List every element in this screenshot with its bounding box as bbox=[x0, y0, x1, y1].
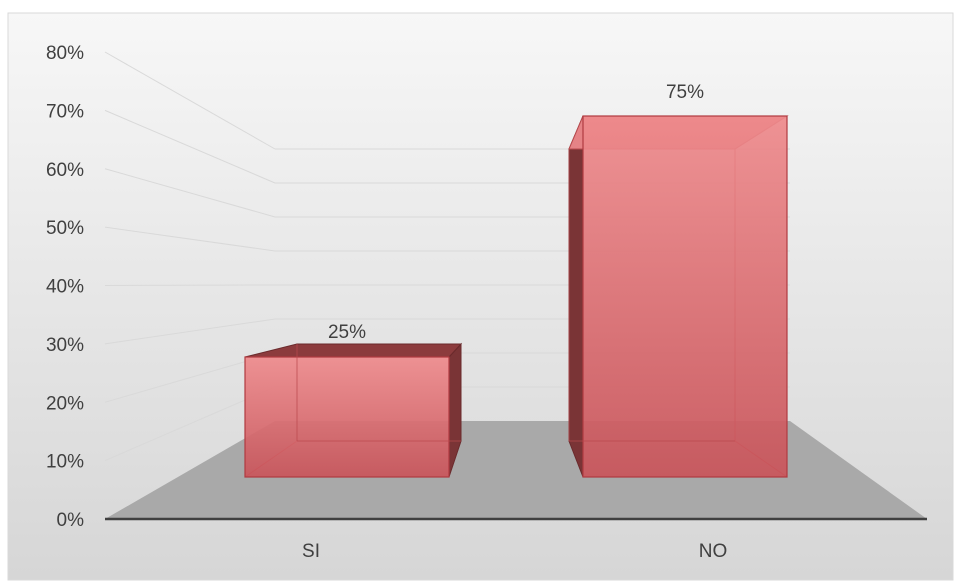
y-tick-label: 50% bbox=[46, 218, 84, 239]
y-tick-label: 0% bbox=[57, 510, 85, 531]
y-tick-label: 80% bbox=[46, 43, 84, 64]
gridline-side bbox=[104, 51, 276, 150]
gridline-side bbox=[104, 109, 276, 184]
y-tick-label: 70% bbox=[46, 101, 84, 122]
gridline-side bbox=[104, 226, 276, 252]
y-tick-label: 20% bbox=[46, 393, 84, 414]
y-tick-label: 40% bbox=[46, 277, 84, 298]
x-tick-label: NO bbox=[699, 541, 728, 562]
data-label: 75% bbox=[666, 82, 704, 103]
gridline-side bbox=[104, 284, 276, 286]
gridline-side bbox=[104, 318, 276, 345]
data-label: 25% bbox=[328, 322, 366, 343]
gridline-side bbox=[104, 168, 276, 218]
y-tick-label: 60% bbox=[46, 160, 84, 181]
bar-si bbox=[244, 342, 463, 478]
bar-no bbox=[568, 115, 789, 478]
bar-front-face bbox=[244, 356, 450, 478]
bar-front-face bbox=[582, 115, 788, 478]
y-tick-label: 10% bbox=[46, 452, 84, 473]
y-tick-label: 30% bbox=[46, 335, 84, 356]
x-tick-label: SI bbox=[302, 541, 320, 562]
bar-side-face bbox=[568, 115, 584, 478]
